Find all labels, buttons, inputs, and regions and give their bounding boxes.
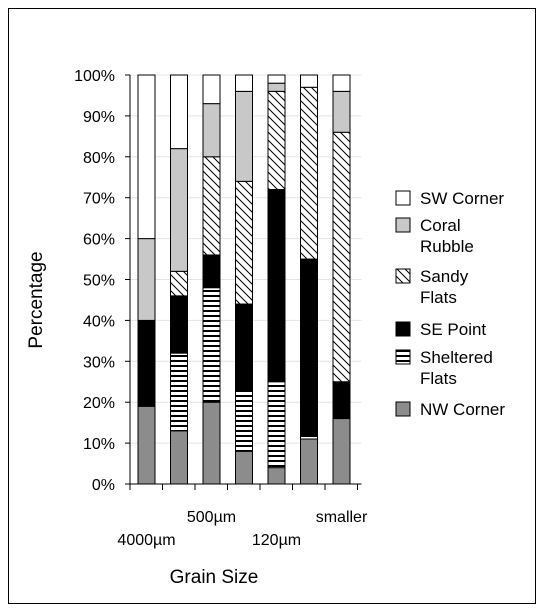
bar-segment-sheltered-flats [236, 390, 253, 451]
x-tick-label: 500µm [187, 509, 236, 526]
bar-segment-nw-corner [203, 402, 220, 484]
legend-label: Flats [420, 369, 457, 388]
x-tick-label: smaller [316, 509, 368, 526]
legend-label: Rubble [420, 237, 474, 256]
bar-segment-se-point [171, 296, 188, 353]
y-tick-label: 0% [92, 477, 115, 494]
bar-segment-coral-rubble [138, 239, 155, 321]
y-tick-label: 100% [74, 68, 115, 85]
legend-label: Flats [420, 288, 457, 307]
y-tick-label: 50% [83, 273, 115, 290]
bar-segment-se-point [236, 304, 253, 390]
bar-segment-nw-corner [268, 468, 285, 484]
legend-swatch [396, 402, 410, 416]
x-tick-label: 120µm [252, 532, 301, 549]
legend-label: Sandy [420, 267, 469, 286]
y-axis-title: Percentage [26, 251, 47, 348]
bar-segment-coral-rubble [203, 104, 220, 157]
bar-segment-nw-corner [171, 431, 188, 484]
bar-segment-sandy-flats [268, 91, 285, 189]
bar-segment-sheltered-flats [171, 353, 188, 431]
bar-segment-sw-corner [333, 75, 350, 91]
bar-segment-sw-corner [203, 75, 220, 104]
bar-segment-sheltered-flats [301, 435, 318, 439]
legend-label: SW Corner [420, 189, 504, 208]
bar-segment-sheltered-flats [203, 288, 220, 403]
bar-segment-se-point [268, 190, 285, 382]
legend-swatch [396, 218, 410, 232]
bar-segment-coral-rubble [236, 91, 253, 181]
axes: 0% 10% 20% 30% 40% 50% 60% 70% 80% 90% 100% 4000µm 5… [74, 68, 368, 549]
y-tick-label: 20% [83, 395, 115, 412]
x-tick-label: 4000µm [117, 532, 175, 549]
y-tick-label: 90% [83, 109, 115, 126]
bar-segment-se-point [138, 320, 155, 406]
bar-segment-coral-rubble [268, 83, 285, 91]
x-axis-title: Grain Size [170, 567, 259, 588]
bar-segment-nw-corner [236, 451, 253, 484]
bar-segment-coral-rubble [333, 91, 350, 132]
bar-segment-nw-corner [138, 406, 155, 484]
legend-swatch [396, 191, 410, 205]
bar-segment-sheltered-flats [268, 382, 285, 468]
legend: SW Corner Coral Rubble Sandy Flats SE Point Sh… [396, 189, 505, 419]
bar-segment-nw-corner [333, 419, 350, 484]
y-tick-label: 70% [83, 191, 115, 208]
bar-segment-sandy-flats [203, 157, 220, 255]
bar-segment-sw-corner [236, 75, 253, 91]
legend-swatch [396, 269, 410, 283]
y-tick-label: 40% [83, 313, 115, 330]
bar-segment-sandy-flats [301, 87, 318, 259]
bar-segment-se-point [333, 382, 350, 419]
bar-segment-nw-corner [301, 439, 318, 484]
bar-segment-se-point [301, 259, 318, 435]
y-tick-label: 30% [83, 354, 115, 371]
legend-swatch [396, 322, 410, 336]
bar-segment-sandy-flats [236, 181, 253, 304]
bar-segment-sw-corner [171, 75, 188, 149]
legend-label: Coral [420, 216, 461, 235]
bar-segment-sandy-flats [333, 132, 350, 381]
y-tick-label: 10% [83, 436, 115, 453]
legend-label: SE Point [420, 320, 486, 339]
legend-label: Sheltered [420, 348, 493, 367]
y-tick-label: 60% [83, 232, 115, 249]
bar-segment-sw-corner [301, 75, 318, 87]
bar-segment-sandy-flats [171, 271, 188, 296]
bar-segment-se-point [203, 255, 220, 288]
legend-label: NW Corner [420, 400, 505, 419]
bar-segment-coral-rubble [171, 149, 188, 272]
bar-segment-sw-corner [268, 75, 285, 83]
bar-segment-sw-corner [138, 75, 155, 239]
legend-swatch [396, 350, 410, 364]
y-tick-label: 80% [83, 150, 115, 167]
